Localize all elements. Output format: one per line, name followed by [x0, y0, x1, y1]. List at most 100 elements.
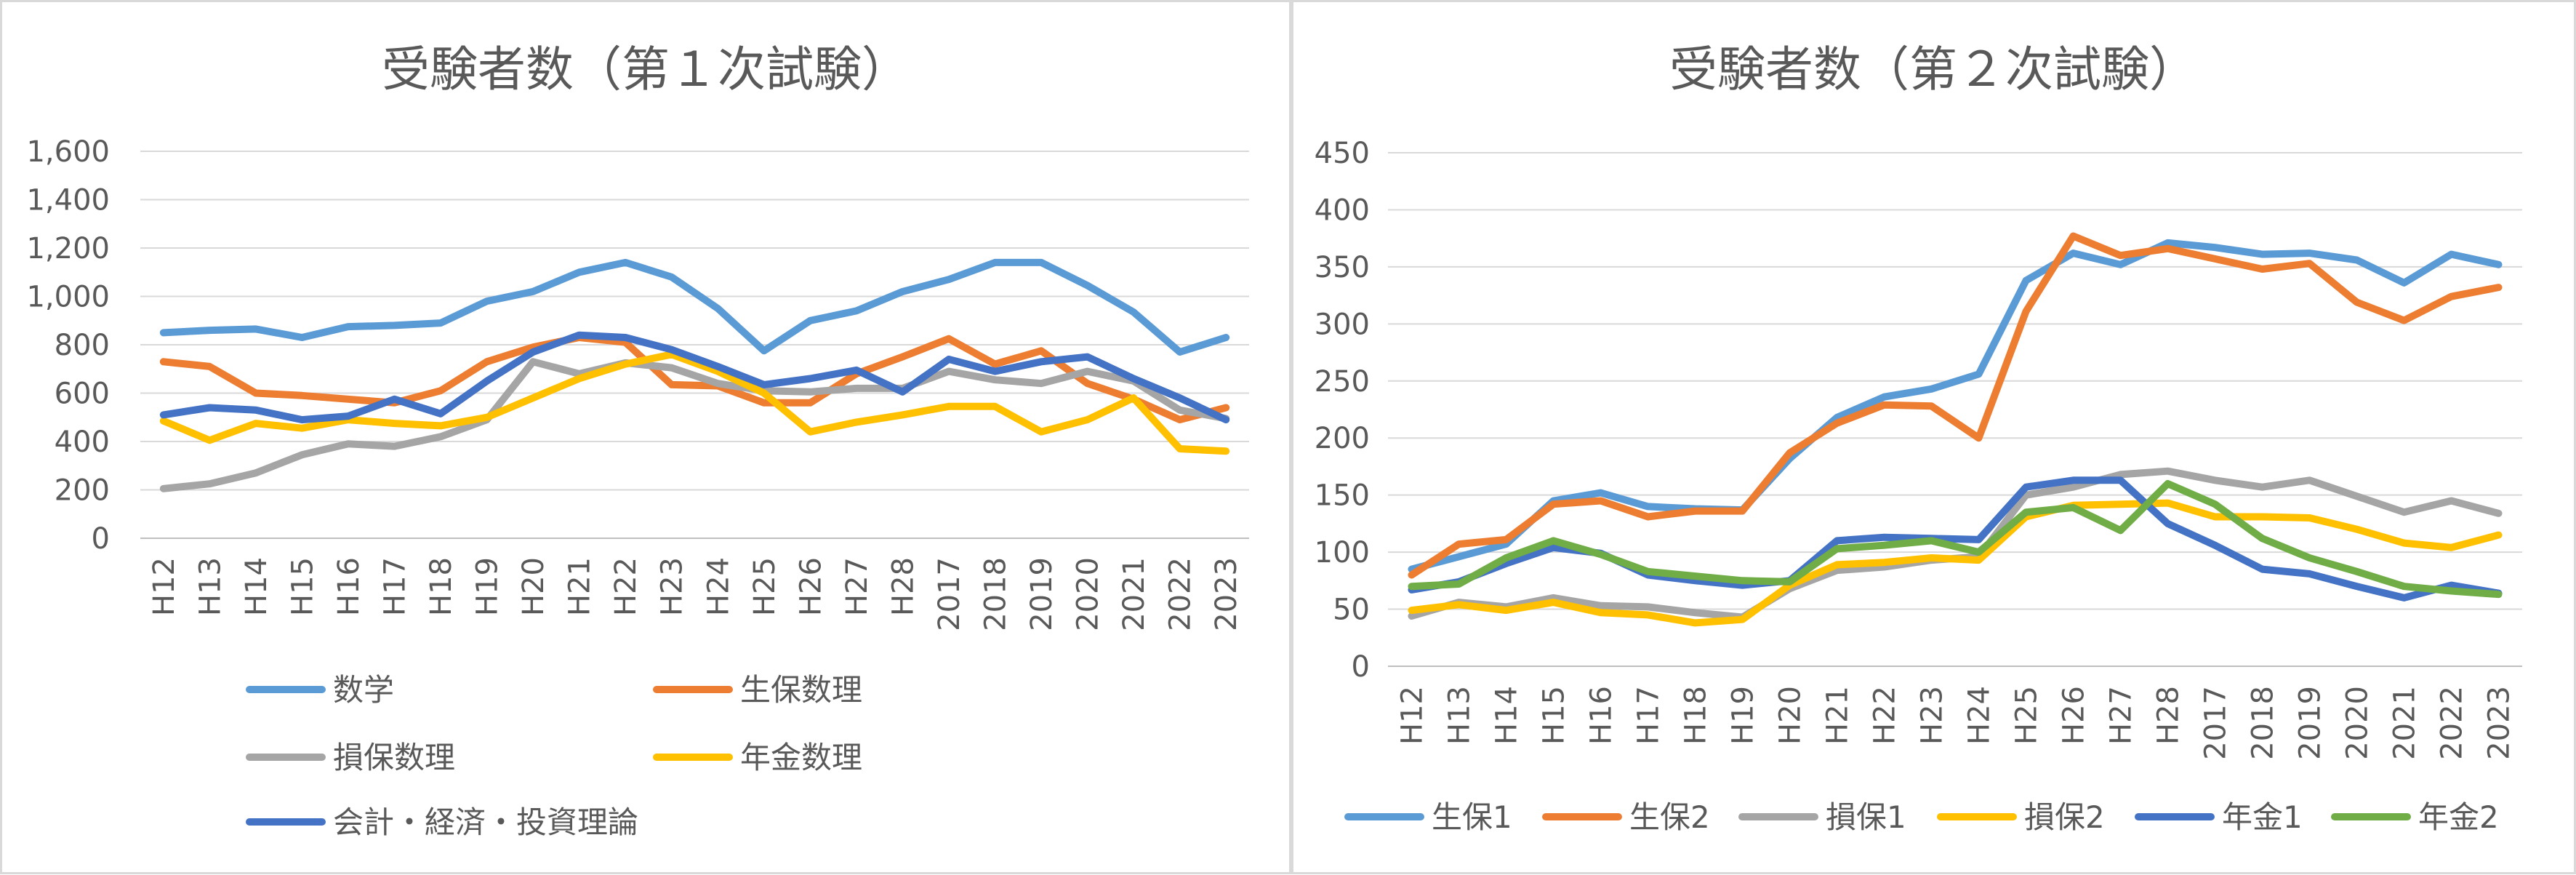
x-tick-label: H18	[425, 557, 458, 616]
y-tick-label: 0	[92, 522, 110, 556]
series-line-6	[1408, 480, 2503, 599]
x-tick-label: H17	[1632, 686, 1666, 745]
legend-item: 生保1	[1344, 799, 1512, 835]
x-tick-label: 2021	[1118, 557, 1151, 631]
x-tick-label: H22	[1869, 686, 1902, 745]
x-tick-label: H17	[378, 557, 412, 616]
legend-label: 損保1	[1826, 799, 1906, 835]
y-tick-label: 250	[1315, 365, 1370, 399]
series-line-3	[159, 358, 1230, 492]
series-line-4	[1408, 499, 2503, 627]
x-tick-label: H15	[286, 557, 319, 616]
chart-second-exam: 受験者数（第２次試験） 0 50 100 150 200 250 300 350 400 450 H1…	[1315, 41, 2522, 835]
x-tick-label: H24	[702, 557, 735, 616]
x-tick-label: 2018	[979, 557, 1013, 631]
series-line-5	[159, 331, 1230, 424]
y-tick-label: 450	[1315, 137, 1370, 170]
x-tick-label: H25	[748, 557, 782, 616]
legend-item: 損保数理	[246, 740, 455, 775]
x-tick-label: 2023	[2483, 686, 2516, 760]
x-tick-label: 2017	[2199, 686, 2233, 760]
x-tick-label: 2022	[2436, 686, 2469, 760]
chart-panel-second-exam: 受験者数（第２次試験） 0 50 100 150 200 250 300 350 400 450 H1…	[1291, 0, 2576, 874]
series-line-1	[159, 258, 1230, 356]
x-tick-label: H28	[886, 557, 920, 616]
series-line-4	[159, 351, 1230, 455]
y-tick-label: 100	[1315, 536, 1370, 570]
legend-item: 年金数理	[653, 740, 862, 775]
x-tick-label: H22	[609, 557, 643, 616]
legend-label: 年金数理	[740, 740, 862, 775]
chart-title: 受験者数（第１次試験）	[382, 41, 910, 97]
legend-label: 数学	[333, 672, 394, 708]
legend-label: 年金1	[2222, 799, 2303, 835]
legend-item: 年金2	[2331, 799, 2499, 835]
x-tick-label: H16	[332, 557, 366, 616]
x-tick-label: H27	[2105, 686, 2138, 745]
x-tick-label: 2020	[2341, 686, 2375, 760]
x-tick-label: H19	[1727, 686, 1760, 745]
legend-label: 年金2	[2418, 799, 2499, 835]
legend-label: 生保1	[1432, 799, 1512, 835]
x-tick-label: H13	[1443, 686, 1477, 745]
y-tick-label: 200	[1315, 422, 1370, 455]
y-tick-label: 1,000	[26, 281, 110, 314]
x-tick-label: H26	[794, 557, 827, 616]
y-tick-label: 400	[1315, 193, 1370, 227]
legend-item: 会計・経済・投資理論	[246, 804, 638, 840]
x-tick-label: H23	[656, 557, 689, 616]
x-tick-label: H27	[840, 557, 874, 616]
series-line-1	[1408, 239, 2503, 573]
chart-panel-first-exam: 受験者数（第１次試験） 0 200 400 600 800 1,000 1,200 1,400 1…	[0, 0, 1291, 874]
x-tick-label: H20	[517, 557, 550, 616]
legend-label: 損保2	[2024, 799, 2105, 835]
x-tick-label: H12	[148, 557, 181, 616]
y-tick-label: 800	[55, 329, 110, 362]
legend-item: 年金1	[2135, 799, 2303, 835]
y-tick-label: 1,600	[26, 135, 110, 169]
x-tick-label: H21	[563, 557, 597, 616]
x-tick-label: H20	[1774, 686, 1807, 745]
legend-item: 損保2	[1937, 799, 2105, 835]
legend-item: 生保数理	[653, 672, 862, 708]
x-tick-label: H21	[1821, 686, 1855, 745]
x-tick-label: H19	[471, 557, 505, 616]
x-tick-label: H24	[1963, 686, 1997, 745]
x-tick-label: H18	[1680, 686, 1713, 745]
y-tick-label: 350	[1315, 251, 1370, 284]
legend-label: 会計・経済・投資理論	[333, 804, 638, 840]
x-tick-label: H12	[1396, 686, 1429, 745]
x-tick-label: H14	[1490, 686, 1524, 745]
y-tick-label: 1,400	[26, 184, 110, 217]
legend-label: 損保数理	[333, 740, 455, 775]
y-tick-label: 200	[55, 474, 110, 508]
x-tick-label: H16	[1585, 686, 1618, 745]
x-tick-label: 2019	[2294, 686, 2327, 760]
x-tick-label: 2020	[1072, 557, 1105, 631]
series-line-2	[159, 334, 1230, 424]
x-tick-label: H28	[2152, 686, 2186, 745]
x-tick-label: H26	[2058, 686, 2091, 745]
legend-item: 生保2	[1542, 799, 1710, 835]
y-tick-label: 400	[55, 425, 110, 459]
x-tick-label: H25	[2010, 686, 2044, 745]
series-line-2	[1408, 232, 2503, 579]
chart-title: 受験者数（第２次試験）	[1669, 41, 2197, 97]
x-tick-label: 2018	[2247, 686, 2280, 760]
y-tick-label: 1,200	[26, 232, 110, 265]
x-tick-label: H15	[1538, 686, 1571, 745]
chart-first-exam: 受験者数（第１次試験） 0 200 400 600 800 1,000 1,200 1,400 1…	[26, 41, 1249, 840]
x-tick-label: 2017	[933, 557, 966, 631]
y-tick-label: 600	[55, 377, 110, 411]
x-tick-label: 2023	[1210, 557, 1243, 631]
x-tick-label: 2021	[2388, 686, 2422, 760]
y-tick-label: 150	[1315, 479, 1370, 513]
legend-item: 損保1	[1738, 799, 1906, 835]
legend-label: 生保数理	[740, 672, 862, 708]
x-tick-label: H23	[1916, 686, 1949, 745]
y-tick-label: 0	[1352, 650, 1370, 684]
legend-label: 生保2	[1629, 799, 1710, 835]
x-tick-label: H13	[193, 557, 227, 616]
legend-item: 数学	[246, 672, 394, 708]
y-tick-label: 300	[1315, 308, 1370, 341]
